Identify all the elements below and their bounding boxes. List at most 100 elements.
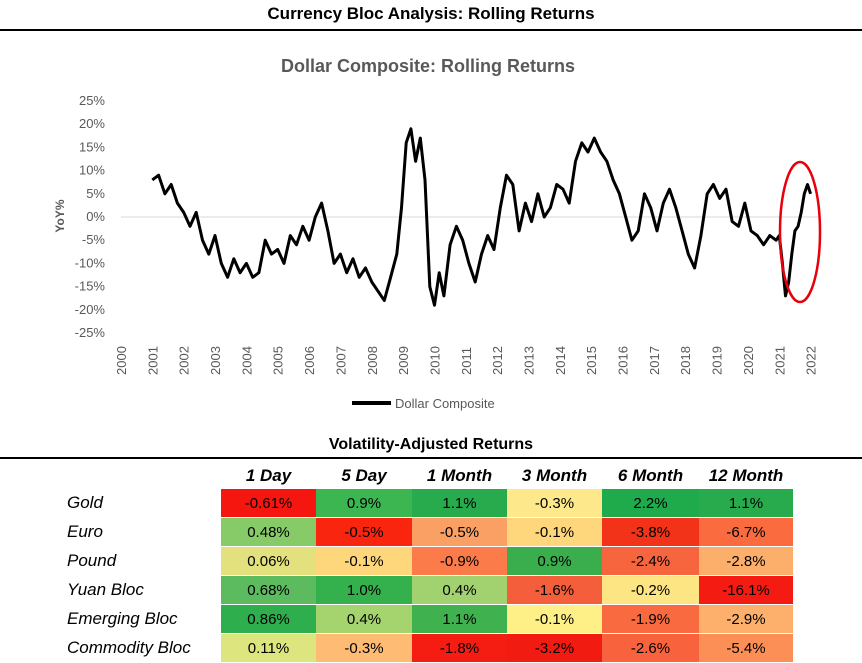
x-tick-label: 2019 (710, 346, 725, 375)
table-cell: -5.4% (699, 633, 793, 663)
table-cell: 1.1% (412, 489, 507, 518)
table-row: Pound 0.06% -0.1% -0.9% 0.9% -2.4% -2.8% (58, 546, 793, 576)
x-tick-label: 2004 (239, 346, 254, 375)
x-tick-label: 2018 (678, 346, 693, 375)
table-cell: -1.8% (412, 633, 507, 663)
table-cell: -6.7% (699, 517, 793, 547)
x-tick-label: 2008 (365, 346, 380, 375)
x-tick-label: 2000 (114, 346, 129, 375)
column-header: 5 Day (341, 465, 387, 485)
table-cell: 0.68% (221, 575, 316, 605)
x-tick-label: 2012 (490, 346, 505, 375)
table-cell: -2.4% (602, 546, 699, 576)
table-rule (0, 457, 862, 459)
x-tick-label: 2015 (584, 346, 599, 375)
y-tick-label: 25% (79, 93, 105, 108)
page-title: Currency Bloc Analysis: Rolling Returns (267, 4, 595, 23)
table-cell: -0.5% (412, 517, 507, 547)
y-tick-label: 10% (79, 163, 105, 178)
table-cell: 1.1% (412, 604, 507, 634)
y-tick-label: -15% (75, 279, 106, 294)
table-cell: 0.4% (316, 604, 412, 634)
column-header: 3 Month (521, 465, 588, 485)
y-tick-label: -5% (82, 232, 106, 247)
table-cell: -0.2% (602, 575, 699, 605)
x-tick-label: 2017 (647, 346, 662, 375)
table-cell: 0.4% (412, 575, 507, 605)
table-title: Volatility-Adjusted Returns (328, 436, 534, 453)
x-tick-label: 2014 (553, 346, 568, 375)
row-label: Pound (58, 546, 221, 576)
x-tick-label: 2011 (459, 347, 474, 375)
table-cell: -3.2% (507, 633, 602, 663)
table-row: Euro 0.48% -0.5% -0.5% -0.1% -3.8% -6.7% (58, 517, 793, 547)
x-tick-label: 2003 (208, 346, 223, 375)
column-header: 1 Day (245, 465, 292, 485)
table-cell: 0.48% (221, 517, 316, 547)
table-cell: -0.1% (507, 517, 602, 547)
column-header: 1 Month (426, 465, 493, 485)
x-tick-label: 2007 (333, 346, 348, 375)
y-axis-label: YoY% (53, 199, 67, 232)
x-tick-label: 2022 (804, 346, 819, 375)
table-cell: -0.1% (316, 546, 412, 576)
legend-label: Dollar Composite (395, 396, 495, 411)
table-cell: -0.1% (507, 604, 602, 634)
x-tick-label: 2016 (616, 346, 631, 375)
chart-title: Dollar Composite: Rolling Returns (281, 56, 575, 76)
row-label: Emerging Bloc (58, 604, 221, 634)
table-cell: 0.86% (221, 604, 316, 634)
x-tick-label: 2005 (271, 346, 286, 375)
x-tick-label: 2009 (396, 346, 411, 375)
y-tick-label: 5% (86, 186, 105, 201)
x-tick-label: 2010 (427, 346, 442, 375)
x-tick-label: 2006 (302, 346, 317, 375)
table-cell: -3.8% (602, 517, 699, 547)
table-cell: 0.9% (507, 546, 602, 576)
series-line-dollar-composite (151, 127, 813, 307)
highlight-ellipse (778, 160, 822, 304)
table-cell: -0.9% (412, 546, 507, 576)
table-cell: -0.5% (316, 517, 412, 547)
title-rule (0, 29, 862, 31)
volatility-table: 1 Day 5 Day 1 Month 3 Month 6 Month 12 M… (58, 462, 793, 663)
x-tick-label: 2002 (177, 346, 192, 375)
row-label: Euro (58, 517, 221, 547)
y-tick-label: 0% (86, 209, 105, 224)
y-tick-label: -25% (75, 325, 106, 340)
x-tick-label: 2001 (145, 346, 160, 375)
y-tick-label: -20% (75, 302, 106, 317)
table-cell: 0.9% (316, 489, 412, 518)
table-header-row: 1 Day 5 Day 1 Month 3 Month 6 Month 12 M… (58, 462, 793, 489)
column-header: 12 Month (708, 465, 784, 485)
row-label: Yuan Bloc (58, 575, 221, 605)
x-tick-label: 2013 (521, 346, 536, 375)
corner-cell (58, 462, 221, 489)
table-row: Emerging Bloc 0.86% 0.4% 1.1% -0.1% -1.9% -2.9… (58, 604, 793, 634)
table-cell: -2.8% (699, 546, 793, 576)
table-cell: -1.6% (507, 575, 602, 605)
table-cell: 1.0% (316, 575, 412, 605)
table-cell: -2.9% (699, 604, 793, 634)
y-tick-label: -10% (75, 255, 106, 270)
x-tick-label: 2020 (741, 346, 756, 375)
column-header: 6 Month (617, 465, 684, 485)
table-row: Yuan Bloc 0.68% 1.0% 0.4% -1.6% -0.2% -16.1% (58, 575, 793, 605)
table-cell: 2.2% (602, 489, 699, 518)
y-tick-label: 20% (79, 116, 105, 131)
table-cell: 1.1% (699, 489, 793, 518)
table-cell: -0.61% (221, 489, 316, 518)
legend: Dollar Composite (352, 396, 495, 411)
table-row: Gold -0.61% 0.9% 1.1% -0.3% 2.2% 1.1% (58, 489, 793, 518)
table-cell: 0.06% (221, 546, 316, 576)
x-tick-label: 2021 (772, 346, 787, 375)
table-cell: -2.6% (602, 633, 699, 663)
row-label: Commodity Bloc (58, 633, 221, 663)
table-cell: -16.1% (699, 575, 793, 605)
table-cell: -0.3% (507, 489, 602, 518)
table-row: Commodity Bloc 0.11% -0.3% -1.8% -3.2% -2.6% -… (58, 633, 793, 663)
row-label: Gold (58, 489, 221, 518)
table-cell: -1.9% (602, 604, 699, 634)
table-cell: -0.3% (316, 633, 412, 663)
dollar-composite-chart: Dollar Composite: Rolling Returns 25% 20%… (53, 56, 822, 411)
